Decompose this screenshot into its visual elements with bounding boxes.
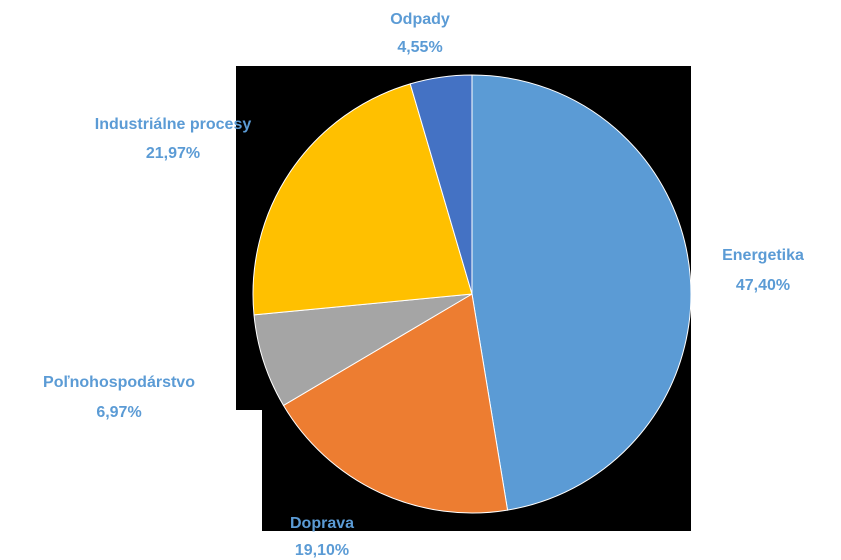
slice-value-industrialne-procesy: 21,97%: [146, 145, 200, 162]
slice-label-industrialne-procesy: Industriálne procesy: [95, 116, 252, 133]
slice-value-polnohospodarstvo: 6,97%: [96, 404, 141, 421]
pie-slice-0: [471, 74, 692, 511]
slice-label-polnohospodarstvo: Poľnohospodárstvo: [43, 374, 195, 391]
slice-value-doprava: 19,10%: [295, 542, 349, 559]
pie-slice-1: [282, 293, 509, 514]
pie-labels: Energetika 47,40% Doprava 19,10% Poľnoho…: [43, 11, 804, 559]
slice-value-odpady: 4,55%: [397, 39, 442, 56]
pie-slices: [252, 74, 692, 514]
pie-slice-3: [252, 83, 473, 316]
slice-label-doprava: Doprava: [290, 515, 354, 532]
slice-label-odpady: Odpady: [390, 11, 450, 28]
pie-slice-4: [409, 74, 473, 295]
slice-value-energetika: 47,40%: [736, 277, 790, 294]
slice-label-energetika: Energetika: [722, 247, 804, 264]
